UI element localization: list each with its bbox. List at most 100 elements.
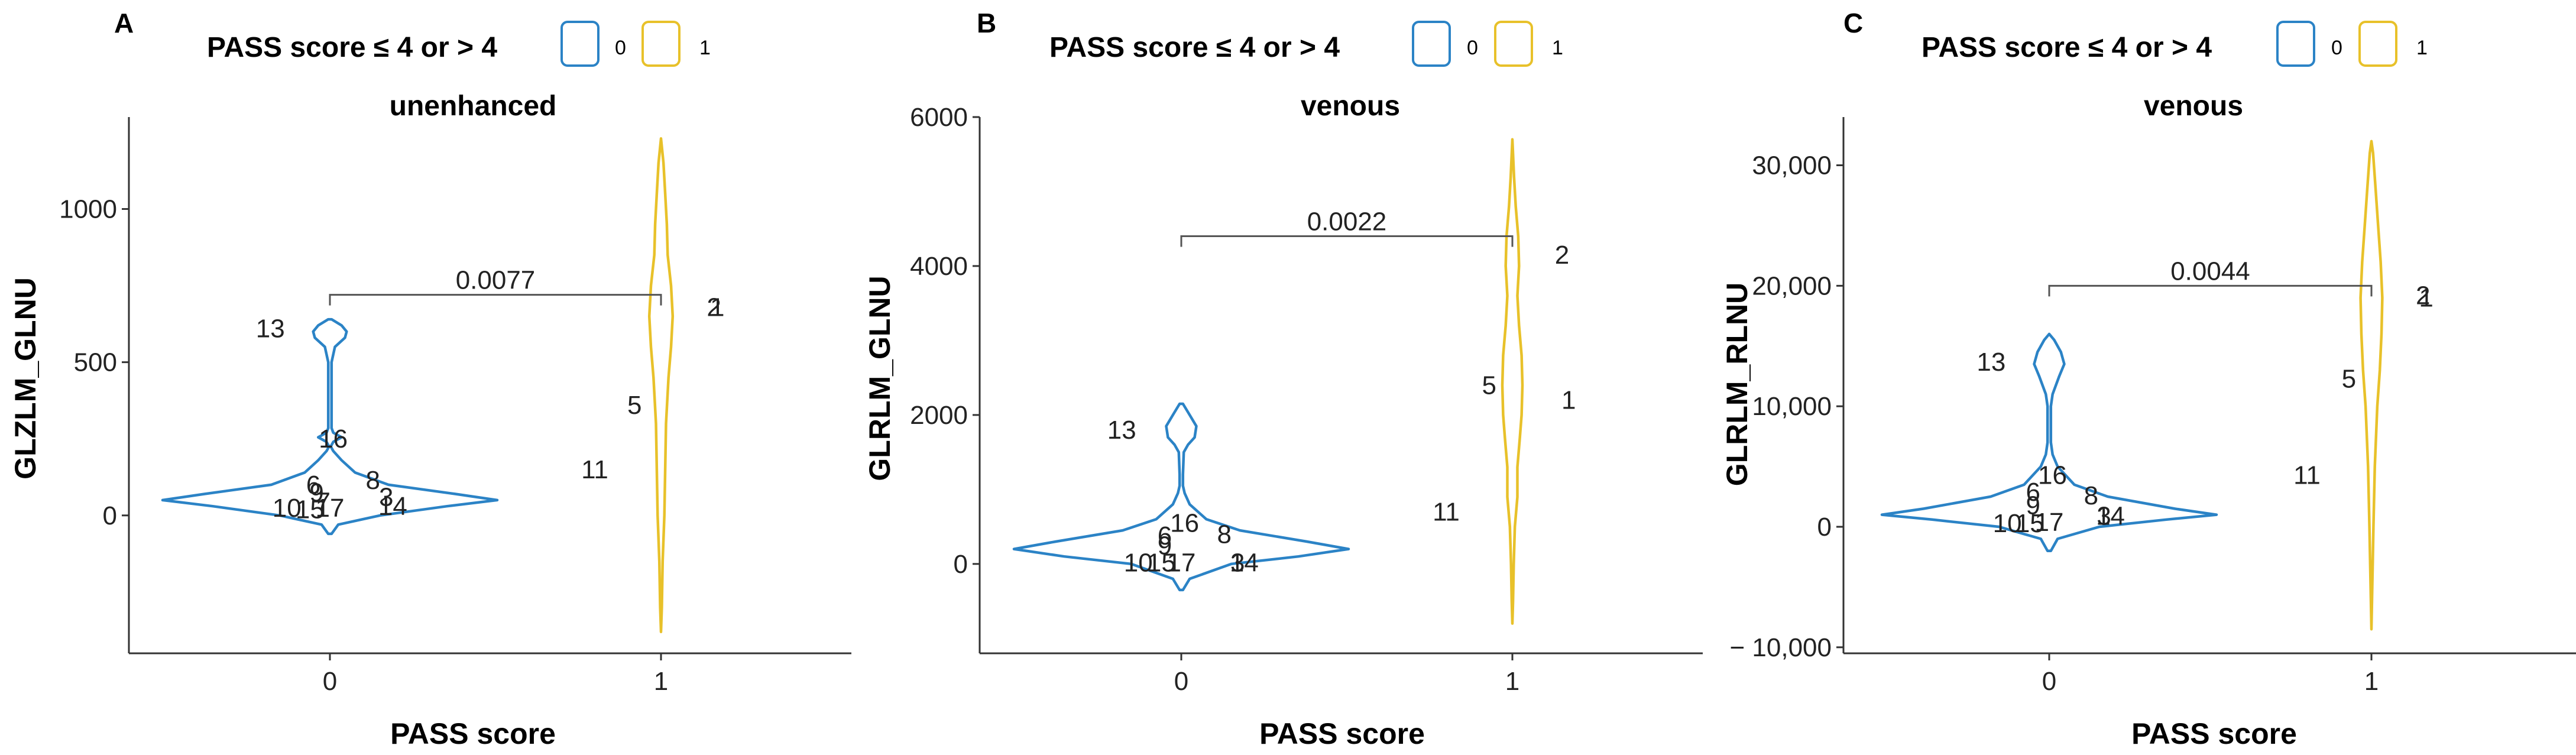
point-label: 6 [306, 471, 320, 500]
y-tick-label: 1000 [59, 195, 117, 223]
legend-label-1: 1 [2416, 37, 2428, 59]
chart-title: venous [2144, 90, 2243, 122]
x-tick-label: 0 [2042, 667, 2056, 696]
point-label: 15 [1147, 548, 1176, 577]
panel-letter: B [977, 8, 996, 38]
y-tick-label: 4000 [910, 252, 968, 281]
point-label: 17 [1167, 548, 1196, 577]
significance-bracket [2048, 284, 2373, 297]
x-tick-label: 0 [323, 667, 337, 696]
x-tick-label: 1 [654, 667, 668, 696]
point-label: 5 [2342, 364, 2356, 393]
point-label: 10 [1124, 548, 1153, 577]
point-label: 3 [1230, 548, 1245, 577]
point-label: 17 [316, 494, 345, 523]
point-label: 10 [1993, 509, 2022, 538]
x-axis-title: PASS score [2131, 717, 2297, 750]
point-label: 6 [2026, 478, 2040, 507]
legend-swatch-1 [641, 21, 681, 67]
violin-0 [1012, 402, 1350, 592]
y-tick-label: 0 [1817, 513, 1832, 542]
point-label: 9 [1158, 531, 1172, 560]
plot-area: − 10,000 0 10,000 20,000 30,000 0 1 13 16 8 69 314 1… [1730, 117, 2576, 696]
point-label: 6 [1158, 521, 1172, 550]
y-axis-title: GLRLM_RLNU [1720, 283, 1754, 486]
legend: PASS score ≤ 4 or > 4 0 1 [1922, 21, 2428, 67]
point-label: 5 [1482, 371, 1496, 400]
legend-label-1: 1 [699, 37, 711, 59]
x-axis-title: PASS score [1259, 717, 1425, 750]
panel-b: B PASS score ≤ 4 or > 4 0 1 venous 0 2000… [863, 8, 1703, 750]
point-label: 3 [2097, 502, 2111, 531]
chart-title: unenhanced [390, 90, 557, 122]
point-label: 8 [366, 466, 380, 495]
point-label: 11 [2293, 461, 2321, 490]
point-label: 10 [273, 494, 302, 523]
point-label: 3 [379, 483, 393, 512]
point-label: 8 [2084, 481, 2098, 510]
point-label: 5 [627, 391, 641, 420]
legend-swatch-0 [2276, 21, 2315, 67]
point-label: 11 [1433, 498, 1460, 527]
point-label: 15 [296, 495, 325, 524]
point-label: 13 [1107, 416, 1136, 445]
p-value-label: 0.0077 [456, 266, 536, 295]
panel-c: C PASS score ≤ 4 or > 4 0 1 venous − 10,… [1720, 8, 2576, 750]
y-tick-label: 0 [954, 550, 968, 579]
legend-label-0: 0 [2331, 37, 2342, 59]
violin-1 [1501, 138, 1524, 625]
y-axis-title: GLZLM_GLNU [9, 277, 42, 479]
point-label: 2 [707, 293, 721, 322]
y-tick-label: 2000 [910, 401, 968, 430]
point-label: 2 [2416, 281, 2430, 310]
legend-label-0: 0 [615, 37, 626, 59]
legend-label-1: 1 [1552, 37, 1563, 59]
point-label: 16 [319, 425, 348, 453]
legend-title: PASS score ≤ 4 or > 4 [1049, 32, 1340, 63]
point-label: 9 [309, 478, 323, 507]
point-label: 9 [2026, 491, 2040, 520]
significance-bracket [1180, 235, 1514, 247]
panel-letter: C [1843, 8, 1863, 38]
legend: PASS score ≤ 4 or > 4 0 1 [1049, 21, 1563, 67]
point-label: 1 [710, 293, 724, 322]
legend-title: PASS score ≤ 4 or > 4 [207, 32, 497, 63]
x-tick-label: 1 [2364, 667, 2379, 696]
violin-0 [1880, 332, 2218, 553]
point-label: 16 [2038, 461, 2067, 490]
legend-swatch-0 [560, 21, 600, 67]
legend-swatch-0 [1412, 21, 1451, 67]
point-label: 16 [1170, 509, 1199, 538]
x-axis-title: PASS score [390, 717, 556, 750]
point-label: 14 [378, 492, 407, 521]
y-tick-label: 30,000 [1752, 151, 1832, 180]
point-label: 14 [1230, 548, 1259, 577]
p-value-label: 0.0044 [2170, 257, 2250, 286]
y-axis-title: GLRLM_GLNU [863, 276, 896, 481]
x-tick-label: 1 [1505, 667, 1519, 696]
point-label: 14 [2096, 502, 2125, 531]
legend-swatch-1 [1494, 21, 1533, 67]
point-label: 17 [2035, 508, 2064, 537]
legend: PASS score ≤ 4 or > 4 0 1 [207, 21, 711, 67]
violin-0 [161, 317, 499, 536]
y-tick-label: 20,000 [1752, 271, 1832, 300]
point-label: 1 [2419, 284, 2433, 313]
significance-bracket [329, 294, 662, 306]
legend-label-0: 0 [1467, 37, 1478, 59]
legend-swatch-1 [2358, 21, 2397, 67]
p-value-label: 0.0022 [1307, 208, 1387, 236]
panel-a: A PASS score ≤ 4 or > 4 0 1 unenhanced 0… [9, 8, 851, 750]
violin-1 [2359, 140, 2384, 631]
y-tick-label: 10,000 [1752, 392, 1832, 421]
point-label: 11 [581, 455, 608, 484]
legend-title: PASS score ≤ 4 or > 4 [1922, 32, 2212, 63]
point-label: 7 [316, 487, 330, 516]
point-label: 15 [2016, 509, 2044, 538]
chart-title: venous [1301, 90, 1400, 122]
y-tick-label: 500 [74, 348, 117, 377]
y-tick-label: 6000 [910, 103, 968, 132]
point-label: 1 [1561, 386, 1576, 415]
